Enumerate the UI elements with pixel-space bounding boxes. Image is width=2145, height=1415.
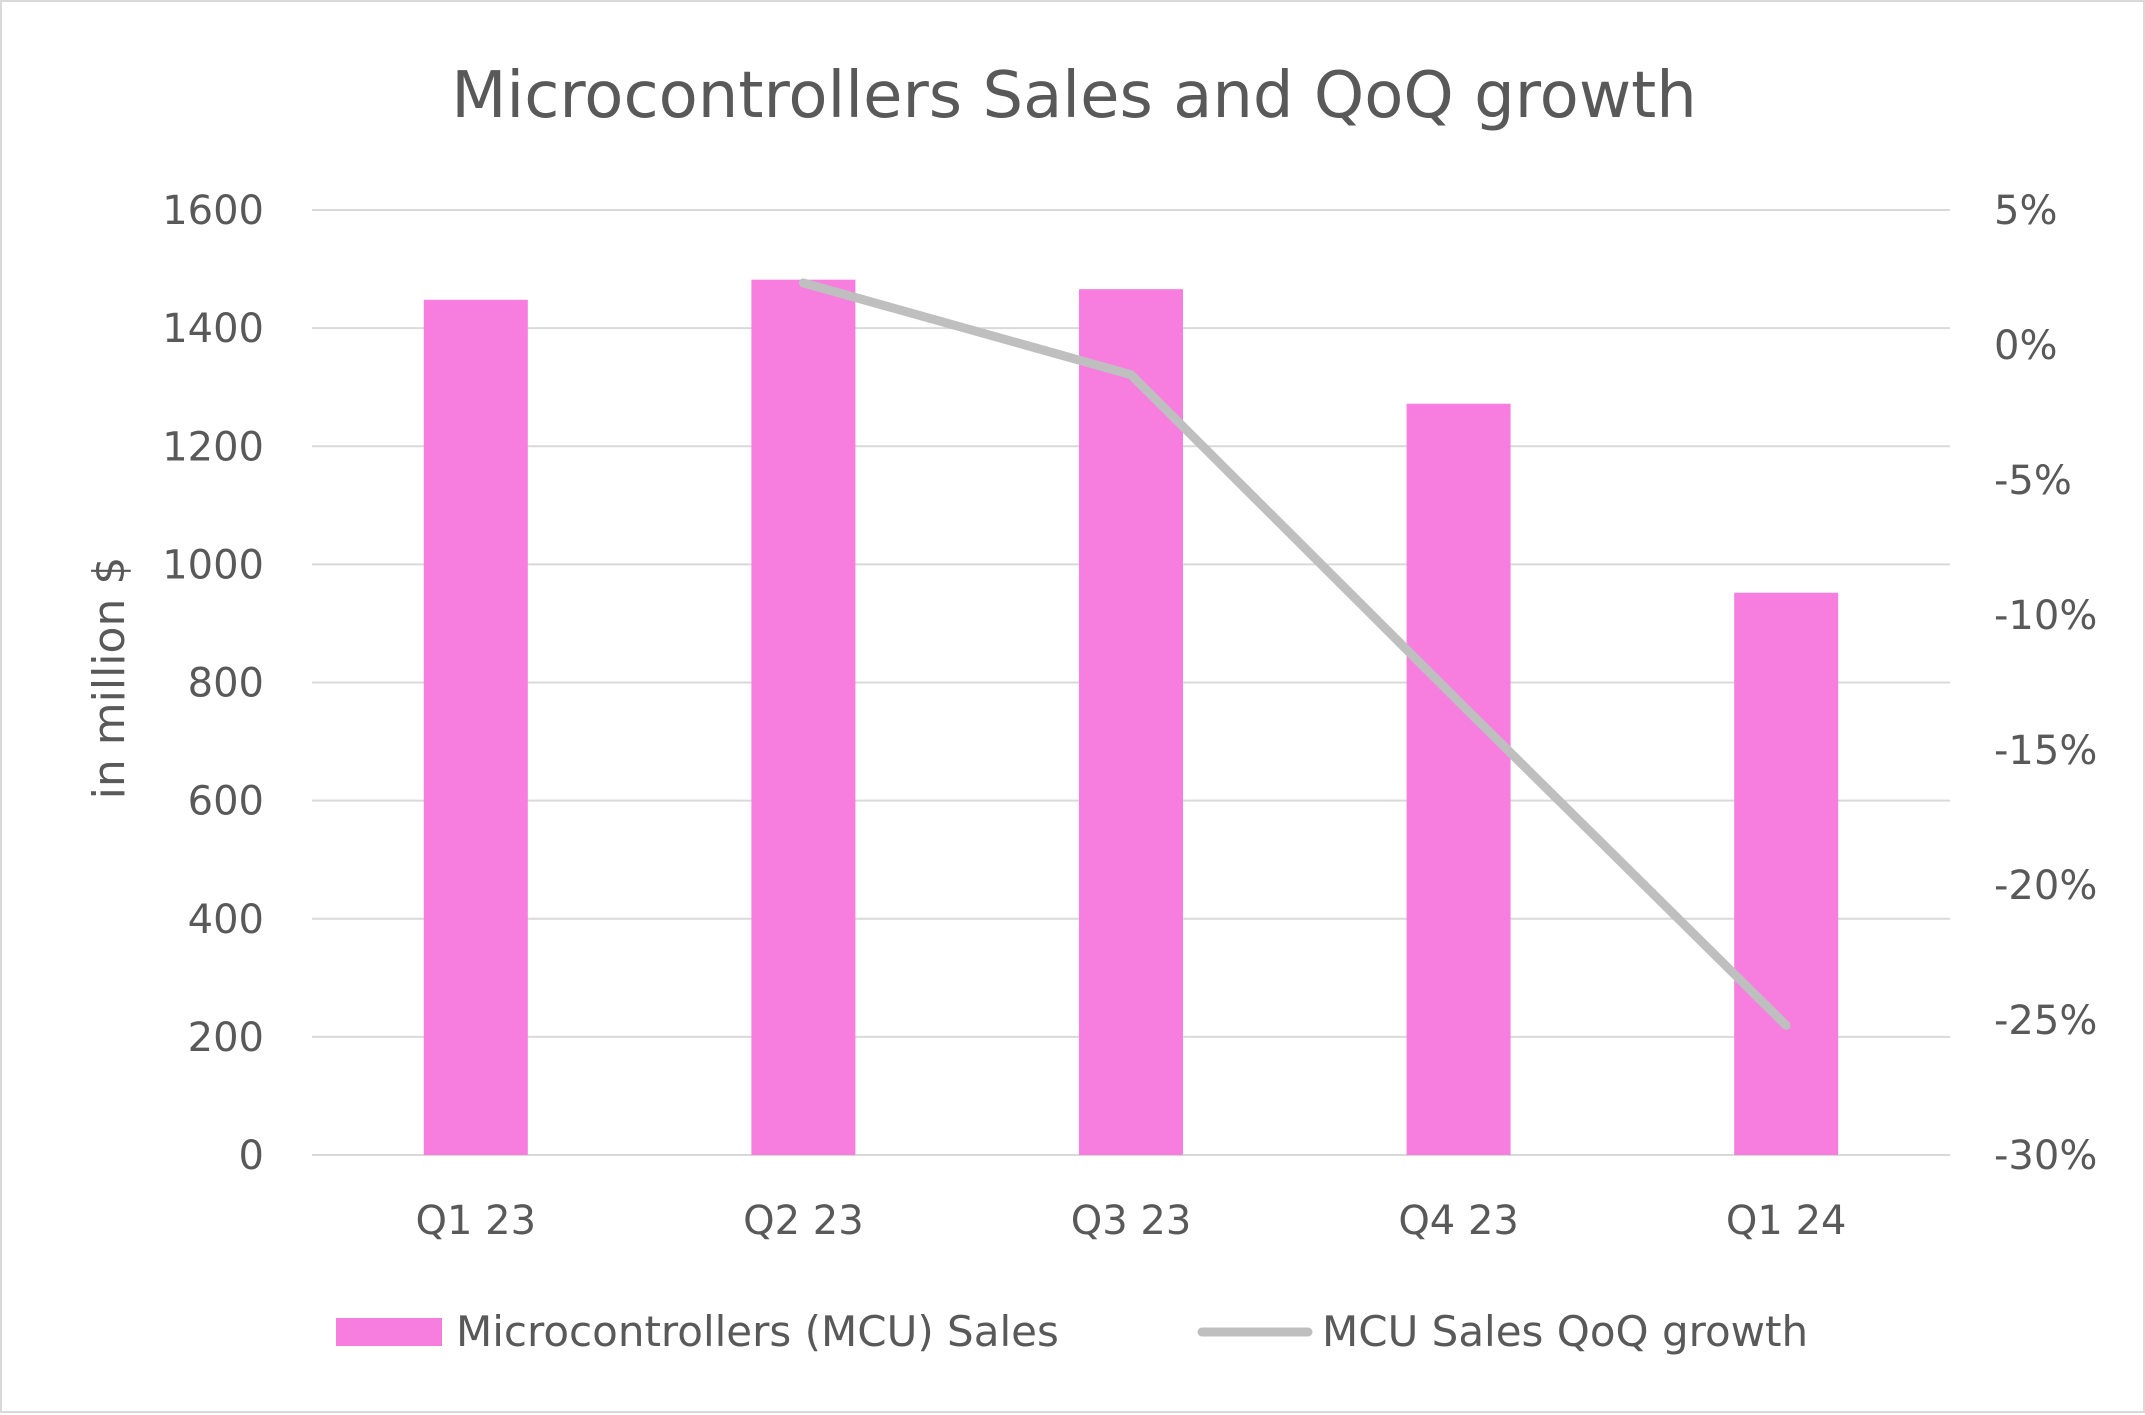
bar-q4-23 [1407, 404, 1511, 1155]
y-axis-title: in million $ [84, 557, 135, 800]
y-tick-label: 200 [188, 1015, 264, 1061]
y2-tick-label: 0% [1994, 323, 2057, 369]
y2-tick-label: 5% [1994, 188, 2057, 234]
bar-q1-23 [424, 300, 528, 1155]
legend-swatch-sales [336, 1318, 442, 1346]
y2-tick-label: -10% [1994, 593, 2097, 639]
x-tick-label: Q3 23 [1071, 1198, 1192, 1244]
y2-tick-label: -25% [1994, 998, 2097, 1044]
legend: Microcontrollers (MCU) Sales MCU Sales Qo… [336, 1307, 1808, 1356]
growth-line-layer [803, 283, 1786, 1026]
y2-axis-ticks: -30% -25% -20% -15% -10% -5% 0% 5% [1994, 188, 2097, 1179]
y-tick-label: 600 [188, 779, 264, 825]
bars [424, 280, 1838, 1155]
growth-line [803, 283, 1786, 1026]
y2-tick-label: -5% [1994, 458, 2072, 504]
x-tick-label: Q1 23 [416, 1198, 537, 1244]
x-tick-label: Q1 24 [1726, 1198, 1847, 1244]
legend-label-growth: MCU Sales QoQ growth [1322, 1307, 1808, 1356]
chart-title: Microcontrollers Sales and QoQ growth [451, 59, 1697, 133]
bar-q1-24 [1734, 593, 1838, 1155]
y-axis-ticks: 0 200 400 600 800 1000 1200 1400 1600 [162, 188, 264, 1179]
legend-label-sales: Microcontrollers (MCU) Sales [456, 1307, 1059, 1356]
x-tick-label: Q4 23 [1398, 1198, 1519, 1244]
y-tick-label: 1000 [162, 542, 264, 588]
y-tick-label: 1600 [162, 188, 264, 234]
x-tick-label: Q2 23 [743, 1198, 864, 1244]
y2-tick-label: -30% [1994, 1133, 2097, 1179]
y2-tick-label: -15% [1994, 728, 2097, 774]
y-tick-label: 800 [188, 661, 264, 707]
y-tick-label: 400 [188, 897, 264, 943]
bar-q3-23 [1079, 289, 1183, 1155]
y-tick-label: 1400 [162, 306, 264, 352]
y-tick-label: 1200 [162, 424, 264, 470]
x-axis-ticks: Q1 23 Q2 23 Q3 23 Q4 23 Q1 24 [416, 1198, 1847, 1244]
y-tick-label: 0 [239, 1133, 264, 1179]
bar-q2-23 [751, 280, 855, 1155]
y2-tick-label: -20% [1994, 863, 2097, 909]
